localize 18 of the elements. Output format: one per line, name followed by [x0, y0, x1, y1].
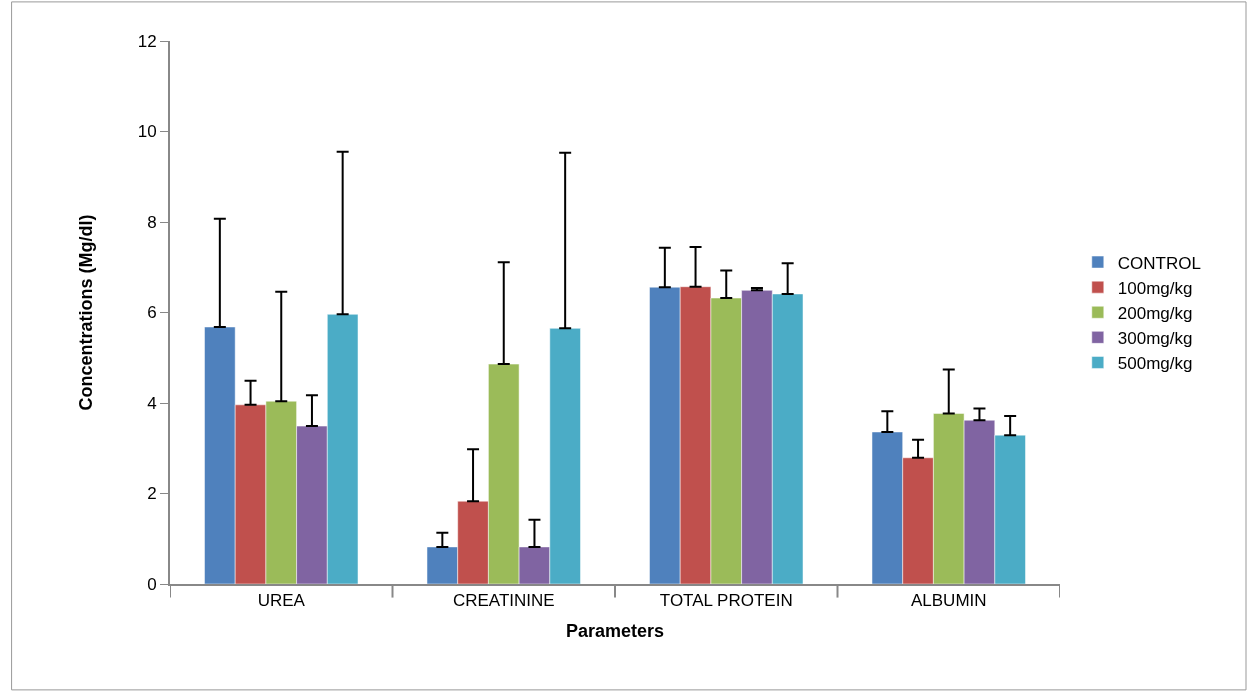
x-tick-label: UREA — [257, 591, 306, 611]
legend-label: 100mg/kg — [1117, 278, 1193, 298]
y-tick-label: 6 — [147, 303, 157, 323]
legend-label: 500mg/kg — [1117, 354, 1193, 374]
x-tick-label: TOTAL PROTEIN — [659, 591, 793, 611]
legend-label: 300mg/kg — [1117, 328, 1193, 348]
x-tick-label: CREATININE — [452, 591, 555, 611]
legend-label: CONTROL — [1117, 253, 1201, 273]
y-tick-label: 10 — [137, 122, 157, 142]
x-axis-title: Parameters — [565, 621, 665, 641]
y-axis-title: Concentrations (Mg/dl) — [76, 214, 97, 411]
x-tick-label: ALBUMIN — [910, 591, 987, 611]
y-tick-label: 2 — [147, 484, 157, 504]
y-tick-label: 8 — [147, 212, 157, 232]
y-tick-label: 4 — [147, 393, 157, 413]
legend-label: 200mg/kg — [1117, 303, 1193, 323]
y-tick-label: 0 — [147, 574, 157, 594]
y-tick-label: 12 — [137, 31, 157, 51]
